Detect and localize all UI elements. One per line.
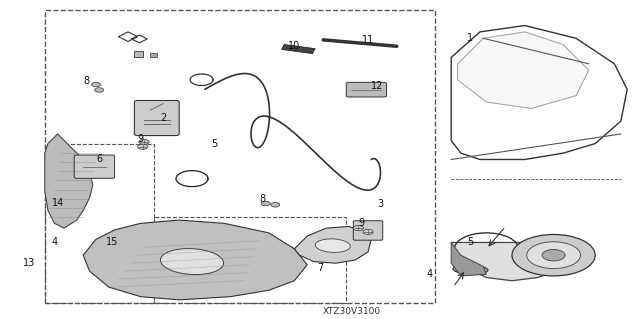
Text: 12: 12 xyxy=(371,81,384,91)
Text: 1: 1 xyxy=(467,33,474,43)
Circle shape xyxy=(527,242,580,269)
Circle shape xyxy=(353,226,364,231)
Circle shape xyxy=(138,144,148,149)
Text: 6: 6 xyxy=(96,154,102,165)
Circle shape xyxy=(261,201,270,206)
PathPatch shape xyxy=(294,226,371,263)
Text: 3: 3 xyxy=(378,199,384,209)
Polygon shape xyxy=(458,32,589,108)
Circle shape xyxy=(542,249,565,261)
Circle shape xyxy=(139,139,149,145)
Circle shape xyxy=(271,203,280,207)
FancyBboxPatch shape xyxy=(346,82,387,97)
Circle shape xyxy=(363,229,373,234)
Text: 13: 13 xyxy=(22,258,35,268)
Text: 5: 5 xyxy=(467,237,474,248)
Bar xyxy=(134,51,143,57)
Text: 4: 4 xyxy=(51,237,58,248)
Polygon shape xyxy=(451,242,563,281)
Text: 8: 8 xyxy=(83,76,90,86)
Circle shape xyxy=(95,88,104,92)
Bar xyxy=(150,53,157,57)
Text: 14: 14 xyxy=(51,197,64,208)
PathPatch shape xyxy=(45,134,93,228)
PathPatch shape xyxy=(83,220,307,300)
Text: 9: 9 xyxy=(358,218,365,228)
Text: 5: 5 xyxy=(211,138,218,149)
Ellipse shape xyxy=(453,265,488,274)
Text: 8: 8 xyxy=(259,194,266,204)
Text: 9: 9 xyxy=(138,134,144,144)
Text: 7: 7 xyxy=(317,263,323,273)
Circle shape xyxy=(92,82,100,87)
FancyBboxPatch shape xyxy=(134,100,179,136)
Text: 15: 15 xyxy=(106,237,118,248)
Text: 11: 11 xyxy=(362,35,374,45)
Text: XTZ30V3100: XTZ30V3100 xyxy=(323,307,381,316)
Text: 4: 4 xyxy=(427,269,433,279)
Text: 10: 10 xyxy=(288,41,301,51)
FancyBboxPatch shape xyxy=(74,155,115,178)
Text: 2: 2 xyxy=(160,113,166,123)
FancyBboxPatch shape xyxy=(353,221,383,240)
Bar xyxy=(282,45,315,54)
Ellipse shape xyxy=(316,239,350,252)
Circle shape xyxy=(512,234,595,276)
Polygon shape xyxy=(451,242,486,276)
Ellipse shape xyxy=(161,249,223,275)
